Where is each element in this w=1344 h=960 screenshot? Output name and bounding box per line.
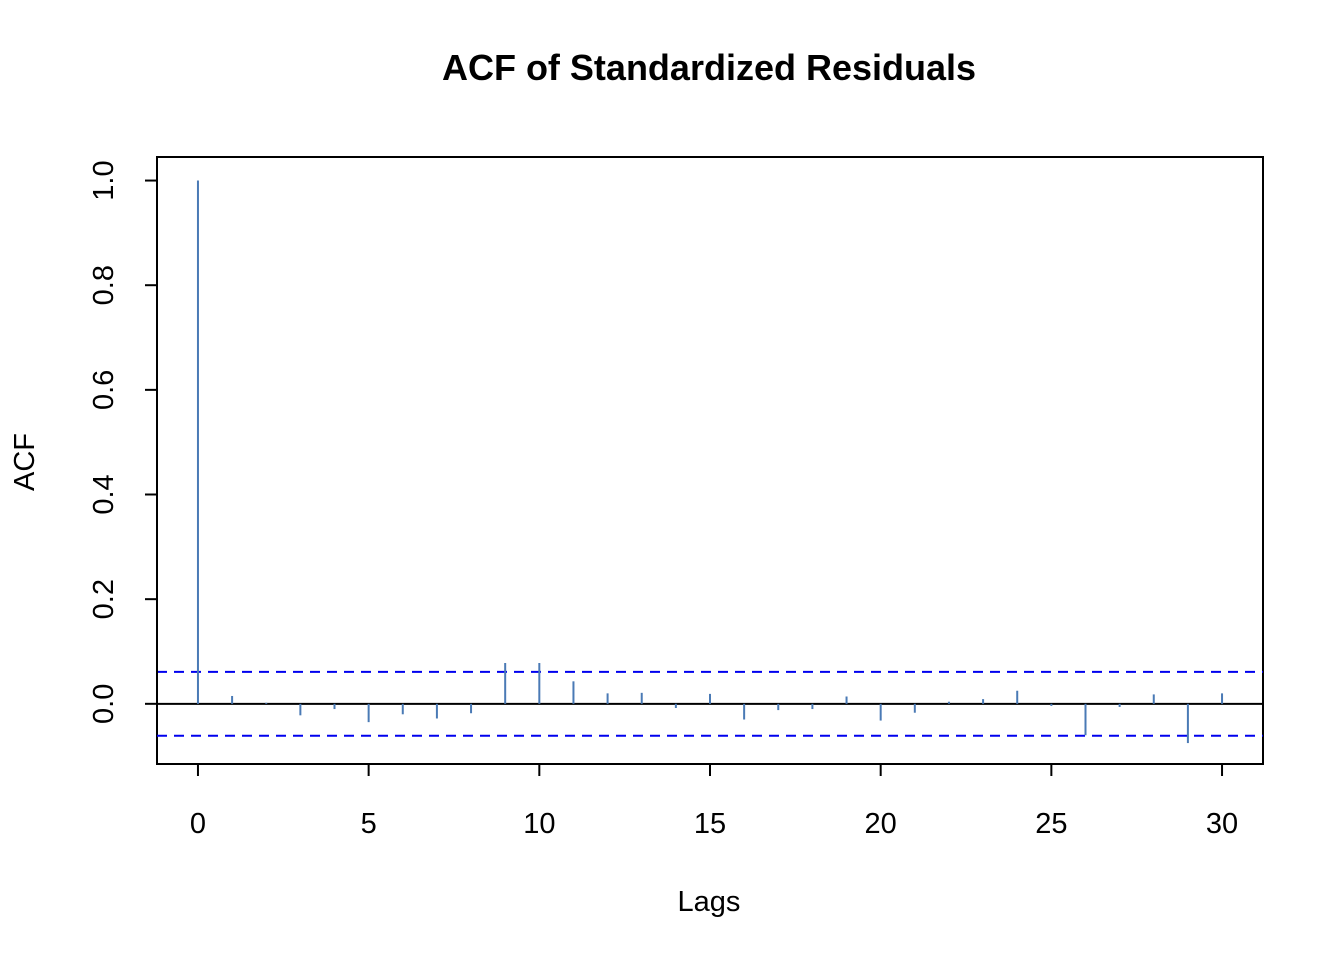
x-tick-label-15: 15	[694, 808, 726, 840]
y-axis-label: ACF	[9, 433, 41, 491]
y-tick-label-1.0: 1.0	[88, 160, 120, 200]
confidence-bounds-layer	[157, 670, 1263, 737]
y-axis: 0.0 0.2 0.4 0.6 0.8 1.0	[88, 160, 158, 724]
acf-spikes	[196, 180, 1224, 744]
x-axis-label: Lags	[678, 886, 741, 918]
plot-frame	[156, 156, 1264, 765]
x-tick-label-30: 30	[1206, 808, 1238, 840]
y-tick-label-0.8: 0.8	[88, 265, 120, 305]
x-tick-label-25: 25	[1035, 808, 1067, 840]
x-tick-label-0: 0	[190, 808, 206, 840]
x-tick-label-20: 20	[865, 808, 897, 840]
y-tick-label-0.6: 0.6	[88, 370, 120, 410]
x-axis: 0 5 10 15 20 25 30	[190, 763, 1238, 840]
x-tick-label-5: 5	[361, 808, 377, 840]
x-tick-label-10: 10	[523, 808, 555, 840]
y-tick-label-0.0: 0.0	[88, 684, 120, 724]
chart-title: ACF of Standardized Residuals	[442, 47, 976, 88]
y-tick-label-0.2: 0.2	[88, 579, 120, 619]
y-tick-label-0.4: 0.4	[88, 474, 120, 514]
